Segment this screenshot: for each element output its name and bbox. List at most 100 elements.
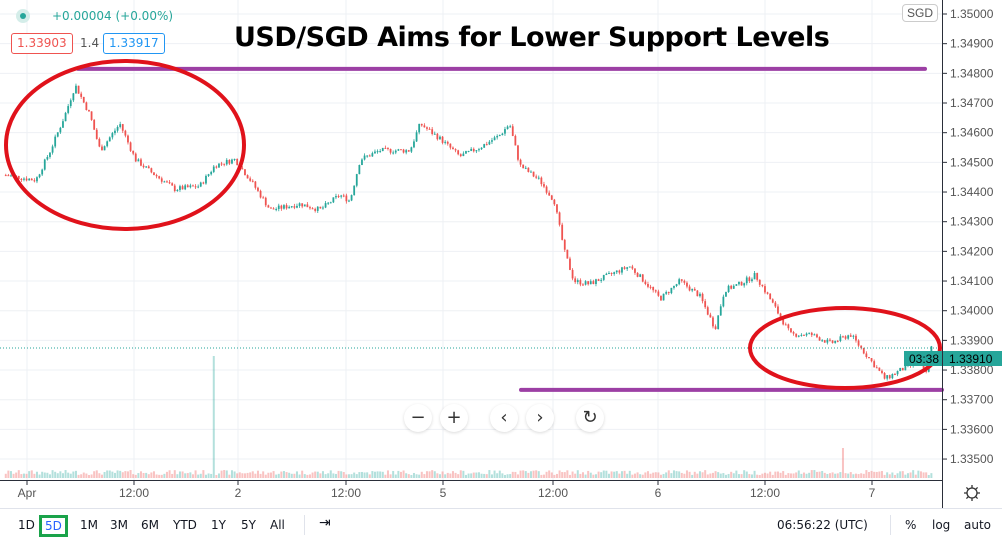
volume-bar [121, 472, 124, 478]
candle [155, 175, 158, 177]
candle [189, 185, 192, 188]
volume-bar [134, 474, 137, 478]
candle [202, 182, 205, 184]
zoom-out-button[interactable]: − [404, 404, 432, 432]
volume-bar [519, 470, 522, 478]
volume-bar [498, 470, 501, 478]
candle [758, 279, 761, 285]
volume-bar [293, 473, 296, 478]
scroll-left-button[interactable]: ‹ [490, 404, 518, 432]
volume-bar [717, 472, 720, 478]
range-6m[interactable]: 6M [141, 518, 159, 532]
candle [108, 137, 111, 142]
candle [379, 151, 382, 153]
price-axis[interactable]: 1.35000 1.34900 1.34800 1.34700 1.34600 1.345… [942, 7, 994, 466]
candle [410, 147, 413, 152]
candle [46, 156, 49, 160]
volume-bar [397, 470, 400, 478]
log-toggle[interactable]: log [932, 518, 951, 532]
candle [316, 206, 319, 211]
volume-bar [85, 473, 88, 478]
candle [303, 204, 306, 207]
candle [215, 166, 218, 168]
candle [67, 106, 70, 113]
candle [868, 357, 870, 359]
candle [569, 258, 571, 270]
volume-bar [909, 472, 912, 478]
volume-bar [340, 471, 343, 478]
range-ytd[interactable]: YTD [173, 518, 197, 532]
market-status-icon [16, 9, 30, 23]
volume-bar [467, 473, 470, 478]
volume-bar [849, 472, 852, 478]
volume-bar [756, 474, 759, 478]
volume-bar [758, 474, 761, 478]
candle [249, 178, 252, 181]
volume-bar [220, 470, 223, 478]
volume-bar [194, 470, 197, 478]
range-5y[interactable]: 5Y [241, 518, 256, 532]
volume-bar [709, 473, 712, 478]
volume-bar [108, 470, 111, 478]
range-1m[interactable]: 1M [80, 518, 98, 532]
auto-toggle[interactable]: auto [964, 518, 992, 532]
calendar-goto-icon[interactable]: ⇥ [319, 515, 331, 531]
buy-button[interactable]: 1.33917 [103, 33, 165, 54]
candle [296, 205, 298, 208]
volume-bar [555, 473, 558, 478]
sell-button[interactable]: 1.33903 [11, 33, 73, 54]
range-3m[interactable]: 3M [110, 518, 128, 532]
volume-bar [792, 473, 795, 478]
candle [670, 287, 673, 294]
time-axis[interactable]: Apr 12:00 2 12:00 5 12:00 6 12:00 7 [18, 480, 876, 500]
volume-bar [56, 473, 59, 478]
volume-bar [212, 356, 215, 478]
volume-bars [4, 356, 933, 478]
candle [899, 367, 902, 372]
volume-bar [420, 471, 423, 478]
scroll-right-button[interactable]: › [526, 404, 554, 432]
candle [558, 212, 561, 225]
candle [623, 267, 626, 269]
volume-bar [901, 471, 904, 478]
candle [233, 158, 236, 160]
settings-gear-icon[interactable] [964, 485, 980, 501]
candle [277, 205, 280, 210]
volume-bar [914, 474, 917, 478]
volume-bar [181, 471, 184, 478]
range-all[interactable]: All [270, 518, 285, 532]
volume-bar [392, 470, 395, 478]
candle [691, 288, 694, 291]
range-1d[interactable]: 1D [18, 518, 35, 532]
volume-bar [639, 474, 642, 478]
candle [106, 141, 109, 147]
y-tick-label: 1.34000 [950, 304, 994, 318]
candle [527, 167, 530, 172]
volume-bar [7, 470, 10, 478]
volume-bar [730, 471, 733, 478]
y-tick-label: 1.33800 [950, 363, 994, 377]
volume-bar [904, 474, 907, 478]
volume-bar [477, 472, 480, 478]
clock[interactable]: 06:56:22 (UTC) [777, 518, 868, 532]
volume-bar [880, 471, 883, 478]
volume-bar [836, 473, 839, 478]
range-1y[interactable]: 1Y [211, 518, 226, 532]
percent-toggle[interactable]: % [905, 518, 917, 532]
candle [413, 141, 415, 148]
currency-label[interactable]: SGD [902, 4, 939, 22]
volume-bar [145, 472, 148, 478]
candle [662, 293, 665, 301]
volume-bar [17, 470, 20, 478]
candle [530, 171, 532, 173]
zoom-in-button[interactable]: + [440, 404, 468, 432]
candle [4, 175, 7, 177]
volume-bar [579, 473, 582, 478]
range-5d[interactable]: 5D [39, 515, 68, 537]
volume-bar [488, 470, 491, 478]
volume-bar [207, 473, 210, 478]
candle [660, 295, 662, 301]
candle [582, 284, 584, 286]
price-chart[interactable]: 1.35000 1.34900 1.34800 1.34700 1.34600 1.345… [0, 0, 1002, 508]
reset-chart-button[interactable]: ↻ [576, 404, 604, 432]
